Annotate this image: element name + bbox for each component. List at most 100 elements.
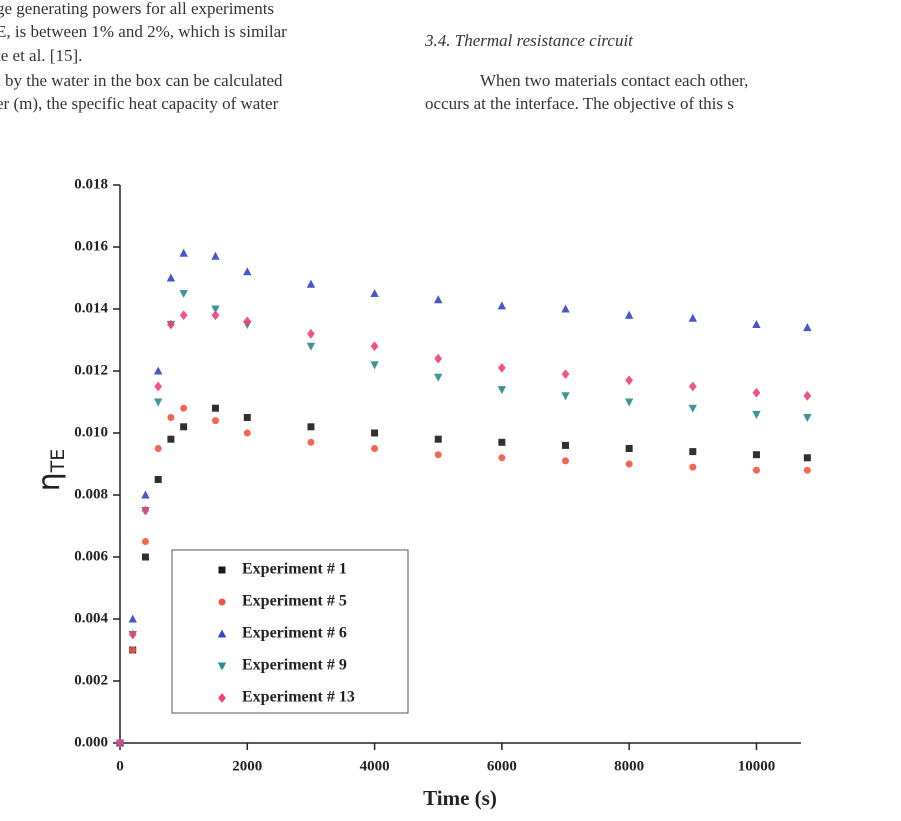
y-tick-label: 0.018 [74, 176, 108, 192]
x-tick-label: 0 [116, 758, 124, 774]
data-point [243, 429, 251, 437]
data-point [803, 454, 811, 462]
legend-marker [218, 598, 226, 606]
y-tick-label: 0.008 [74, 486, 108, 502]
y-tick-label: 0.000 [74, 734, 108, 750]
data-point [625, 445, 633, 452]
data-point [167, 414, 175, 421]
y-tick-label: 0.016 [74, 238, 108, 254]
data-point [498, 454, 506, 462]
data-point [167, 319, 175, 330]
data-point [141, 553, 149, 561]
data-point [128, 614, 137, 623]
data-point [624, 310, 634, 319]
data-point [434, 353, 443, 364]
data-point [154, 476, 162, 483]
data-point [561, 369, 570, 379]
body-text: ge generating powers for all experiments [0, 0, 274, 18]
data-point [307, 328, 315, 339]
data-point [370, 288, 379, 297]
data-point [752, 451, 760, 459]
data-point [803, 466, 811, 474]
body-text: l by the water in the box can be calcula… [0, 71, 283, 90]
x-axis-label: Time (s) [423, 786, 497, 810]
data-point [689, 463, 697, 471]
y-tick-label: 0.012 [74, 362, 108, 378]
body-text: occurs at the interface. The objective o… [425, 94, 734, 113]
data-point [306, 342, 316, 351]
data-point [153, 398, 163, 407]
legend-label: Experiment # 1 [242, 561, 347, 578]
data-point [688, 313, 698, 322]
legend-box [171, 549, 409, 714]
body-text: er (m), the specific heat capacity of wa… [0, 94, 279, 113]
data-point [371, 445, 379, 452]
x-tick-label: 8000 [614, 758, 644, 774]
data-point [434, 295, 443, 304]
data-point [307, 423, 315, 431]
legend-label: Experiment # 13 [242, 689, 355, 706]
data-point [129, 646, 137, 654]
data-point [166, 273, 176, 282]
data-point [434, 451, 442, 459]
data-point [211, 417, 219, 425]
data-point [179, 310, 188, 321]
data-point [803, 323, 812, 332]
legend-marker [218, 693, 226, 703]
data-point [497, 301, 507, 310]
data-point [243, 316, 252, 327]
y-axis-label-sub: TE [47, 449, 69, 474]
legend-marker [217, 629, 227, 638]
data-point [561, 392, 570, 401]
y-tick-label: 0.006 [74, 548, 108, 564]
data-point [688, 404, 698, 413]
data-point [153, 366, 163, 375]
body-text: E, is between 1% and 2%, which is simila… [0, 22, 287, 41]
data-point [179, 248, 188, 257]
body-text: te et al. [15]. [0, 46, 82, 65]
data-point [307, 438, 315, 446]
data-point [562, 441, 570, 449]
data-point [625, 375, 634, 386]
y-tick-label: 0.002 [74, 672, 108, 688]
data-point [562, 457, 570, 465]
data-point [498, 438, 506, 446]
x-tick-label: 10000 [738, 758, 776, 774]
data-point [211, 251, 220, 260]
x-tick-label: 2000 [232, 758, 262, 774]
data-point [434, 373, 443, 382]
data-point [370, 361, 379, 370]
data-point [688, 381, 697, 392]
legend-label: Experiment # 6 [242, 625, 347, 642]
data-point [624, 398, 634, 407]
data-point [211, 305, 220, 314]
data-point [752, 410, 761, 419]
data-point [128, 629, 137, 640]
data-point [498, 363, 506, 373]
data-point [243, 267, 252, 276]
y-tick-label: 0.004 [74, 610, 108, 626]
data-point [370, 341, 379, 352]
data-point [803, 414, 812, 423]
y-tick-label: 0.010 [74, 424, 108, 440]
legend-label: Experiment # 9 [242, 657, 347, 674]
data-point [141, 505, 150, 516]
data-point [154, 445, 162, 452]
data-point [141, 538, 149, 545]
y-axis-label-main: η [32, 472, 67, 491]
data-point [180, 423, 188, 431]
section-heading: 3.4. Thermal resistance circuit [424, 31, 634, 50]
data-point [211, 404, 219, 412]
data-point [371, 429, 379, 437]
data-point [167, 435, 175, 443]
data-point [306, 279, 316, 288]
data-point [497, 386, 507, 395]
y-tick-label: 0.014 [74, 300, 108, 316]
data-point [803, 390, 812, 401]
data-point [116, 738, 124, 748]
data-point [752, 387, 761, 398]
data-point [141, 490, 150, 499]
data-point [752, 466, 760, 474]
legend-label: Experiment # 5 [242, 593, 347, 610]
legend-marker [217, 662, 227, 671]
